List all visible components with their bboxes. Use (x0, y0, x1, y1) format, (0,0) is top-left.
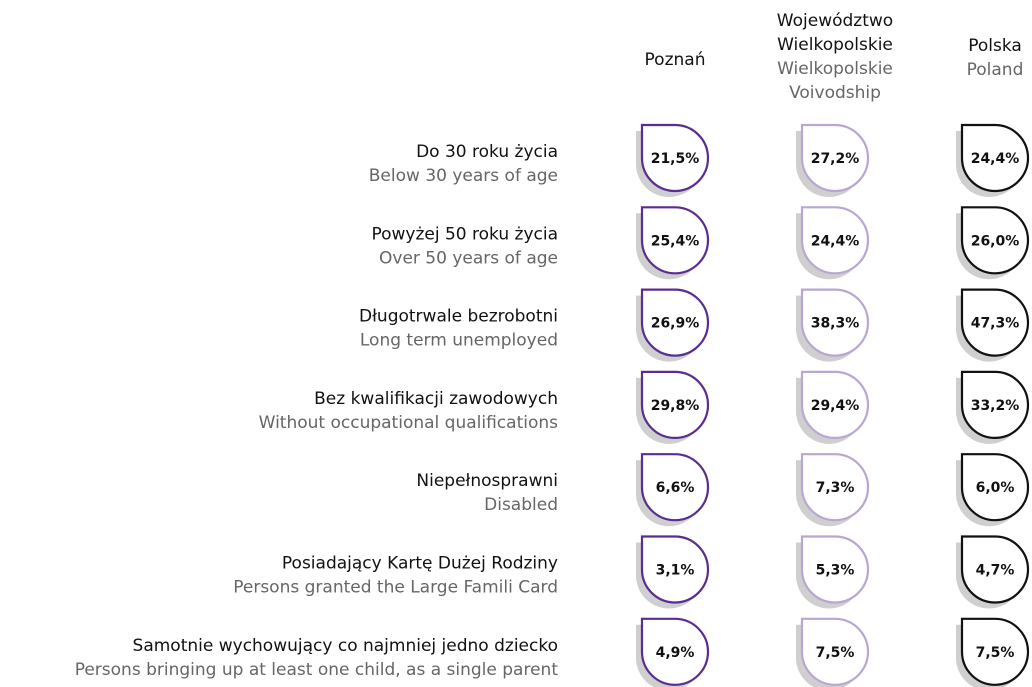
value: 5,3% (816, 563, 855, 579)
value: 4,7% (976, 563, 1015, 579)
row-sublabel: Long term unemployed (360, 331, 558, 351)
bubble (800, 453, 870, 522)
row-label: Posiadający Kartę Dużej Rodziny (282, 554, 558, 574)
value: 38,3% (811, 316, 860, 332)
value: 47,3% (971, 316, 1020, 332)
bubble (800, 370, 870, 439)
row-sublabel: Without occupational qualifications (259, 413, 558, 433)
bubble (640, 206, 710, 275)
bubble (640, 370, 710, 439)
column-header: Poznań (645, 50, 706, 70)
bubble (960, 206, 1030, 275)
row-sublabel: Disabled (484, 495, 558, 515)
bubble (800, 288, 870, 357)
row-sublabel: Persons granted the Large Famili Card (233, 578, 558, 598)
bubble (800, 123, 870, 193)
column-header: Województwo (777, 11, 893, 31)
row-sublabel: Persons bringing up at least one child, … (75, 660, 559, 680)
value: 7,5% (976, 645, 1015, 661)
bubble (640, 288, 710, 357)
bubble (960, 453, 1030, 522)
row-label: Długotrwale bezrobotni (359, 307, 558, 327)
bubble (960, 535, 1030, 604)
column-header: Wielkopolskie (777, 35, 893, 55)
value: 7,5% (816, 645, 855, 661)
column-header: Wielkopolskie (777, 59, 893, 79)
bubble (960, 370, 1030, 439)
value: 33,2% (971, 398, 1020, 414)
value: 27,2% (811, 151, 860, 167)
row-label: Samotnie wychowujący co najmniej jedno d… (133, 636, 558, 656)
bubble (640, 617, 710, 686)
column-header: Poland (967, 60, 1024, 80)
row-label: Niepełnosprawni (416, 471, 558, 491)
bubble (640, 453, 710, 522)
value: 24,4% (811, 233, 860, 249)
column-header: Polska (968, 36, 1022, 56)
bubble (800, 617, 870, 686)
value: 4,9% (656, 645, 695, 661)
row-sublabel: Over 50 years of age (379, 248, 558, 268)
row-sublabel: Below 30 years of age (369, 166, 558, 186)
bubble (960, 617, 1030, 686)
value: 6,0% (976, 480, 1015, 496)
row-label: Do 30 roku życia (416, 142, 558, 162)
value: 29,4% (811, 398, 860, 414)
row-label: Powyżej 50 roku życia (371, 224, 558, 244)
bubble (800, 535, 870, 604)
bubble (640, 123, 710, 193)
bubble (640, 535, 710, 604)
value: 21,5% (651, 151, 700, 167)
bubble (960, 288, 1030, 357)
value: 29,8% (651, 398, 700, 414)
value: 7,3% (816, 480, 855, 496)
value: 26,9% (651, 316, 700, 332)
value: 24,4% (971, 151, 1020, 167)
row-label: Bez kwalifikacji zawodowych (314, 389, 558, 409)
bubble (960, 123, 1030, 193)
column-header: Voivodship (789, 83, 881, 103)
value: 6,6% (656, 480, 695, 496)
value: 26,0% (971, 233, 1020, 249)
bubble (800, 206, 870, 275)
value: 25,4% (651, 233, 700, 249)
value: 3,1% (656, 563, 695, 579)
